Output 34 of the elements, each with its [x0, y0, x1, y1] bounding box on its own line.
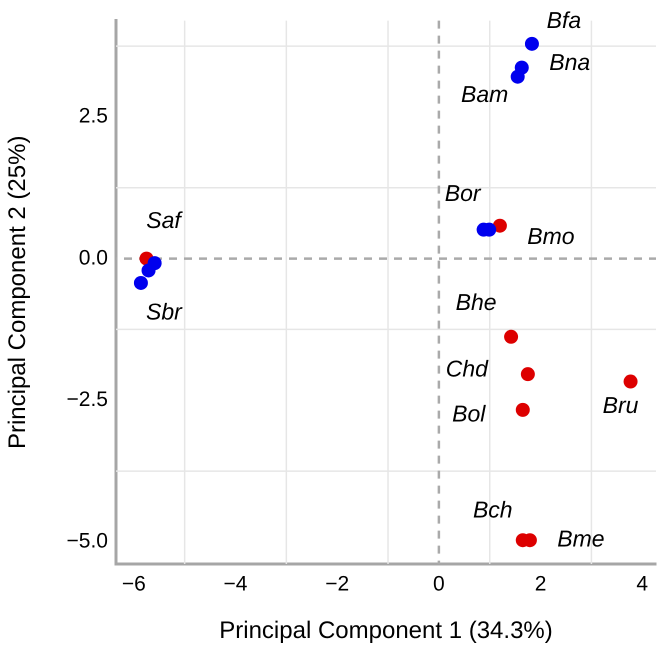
y-tick-label: 0.0 [78, 246, 108, 270]
y-tick-label: −2.5 [66, 388, 108, 412]
annotation: Sbr [146, 298, 184, 324]
annotation: Bhe [456, 289, 497, 316]
annotation: Bmo [527, 223, 575, 250]
point [504, 330, 518, 344]
y-tick-label: 2.5 [78, 104, 108, 128]
point [142, 263, 156, 278]
x-tick-label: −2 [325, 572, 350, 596]
y-axis-title: Principal Component 2 (25%) [4, 136, 32, 450]
x-tick-label: −4 [224, 572, 248, 596]
point [624, 374, 638, 389]
point [134, 276, 148, 290]
annotation: Bfa [546, 7, 582, 34]
x-tick-label: 2 [534, 572, 546, 596]
point [520, 367, 535, 382]
annotation: Bch [472, 496, 513, 523]
x-tick-label: 4 [636, 572, 648, 596]
point [516, 402, 530, 417]
point [510, 70, 525, 84]
annotation: Bme [557, 526, 605, 552]
annotation: Bru [602, 392, 639, 418]
annotation: Bam [461, 81, 508, 108]
x-tick-label: −6 [122, 572, 146, 596]
x-axis-title: Principal Component 1 (34.3%) [219, 617, 553, 644]
point [524, 36, 539, 51]
annotation: Bol [452, 400, 486, 426]
point [492, 218, 507, 233]
annotation: Saf [146, 206, 184, 233]
annotation: Bna [549, 49, 590, 76]
y-tick-label: −5.0 [66, 530, 108, 553]
annotation: Chd [446, 356, 490, 382]
x-tick-label: 0 [433, 572, 445, 596]
annotation: Bor [444, 180, 482, 206]
